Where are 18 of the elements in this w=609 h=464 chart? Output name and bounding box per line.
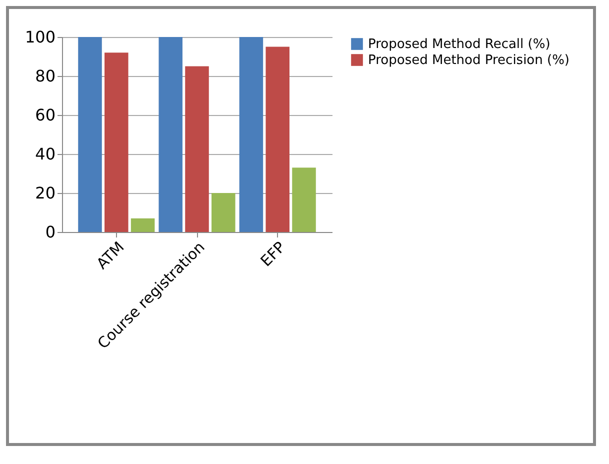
y-tick-label: 0 <box>45 222 56 242</box>
y-tick-label: 20 <box>35 184 56 202</box>
legend-label: Proposed Method Recall (%) <box>368 37 550 52</box>
y-tick-label: 80 <box>35 66 56 86</box>
x-tick-label: EFP <box>256 238 289 270</box>
bar <box>130 218 155 232</box>
legend-label: Proposed Method Precision (%) <box>368 53 570 68</box>
bar <box>104 52 128 232</box>
bar <box>212 193 236 232</box>
bar <box>266 46 290 232</box>
y-tick-label: 100 <box>24 28 56 46</box>
bar <box>239 37 264 232</box>
bar <box>292 168 316 232</box>
bar <box>78 37 102 232</box>
bar <box>185 66 209 232</box>
y-tick-label: 40 <box>35 144 56 164</box>
bar <box>158 37 182 232</box>
y-tick-label: 60 <box>35 106 56 124</box>
